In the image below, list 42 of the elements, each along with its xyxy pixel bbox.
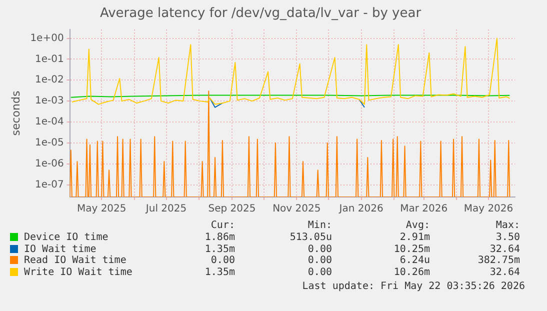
legend-label: Read IO Wait time <box>23 255 128 267</box>
y-tick-label: 1e+00 <box>30 32 64 44</box>
text: Cur: <box>210 220 235 232</box>
y-tick-label: 1e-06 <box>34 158 64 170</box>
y-tick-label: 1e-03 <box>34 96 64 107</box>
text: Avg: <box>404 220 430 232</box>
text: 1.35m <box>204 243 235 256</box>
text: 32.64 <box>488 266 520 278</box>
x-tick-label: May 2025 <box>76 204 126 215</box>
x-tick-label: Mar 2026 <box>400 204 448 215</box>
text: Min: <box>306 220 332 232</box>
legend-label: Device IO time <box>23 232 110 244</box>
legend-label: IO Wait time <box>23 243 98 255</box>
y-tick-label: 1e-02 <box>34 74 64 86</box>
text: 0.00 <box>306 243 332 256</box>
text: 2.91m <box>398 232 430 244</box>
text: 10.25m <box>392 243 430 256</box>
text: 6.24u <box>398 255 430 267</box>
text: Last update: Fri May 22 03:35:26 2026 <box>302 281 525 292</box>
y-tick-label: 1e-07 <box>34 179 64 190</box>
y-tick-label: 1e-05 <box>34 138 64 148</box>
text: 0.00 <box>306 255 332 267</box>
text: 1.35m <box>204 266 235 278</box>
y-tick-label: 1e-01 <box>34 54 64 65</box>
text: 513.05u <box>288 232 332 244</box>
text: 1.86m <box>204 232 235 244</box>
chart-title: Average latency for /dev/vg_data/lv_var - by year <box>100 6 422 22</box>
text: 3.50 <box>494 232 520 244</box>
y-axis-title: seconds <box>9 90 22 136</box>
x-tick-label: Jan 2026 <box>338 204 384 215</box>
text: 0.00 <box>210 255 235 267</box>
text: Max: <box>494 220 520 232</box>
y-tick-label: 1e-04 <box>34 116 64 128</box>
text: 32.64 <box>488 243 520 256</box>
legend-label: Write IO Wait time <box>23 266 134 278</box>
x-tick-label: Jul 2025 <box>144 204 187 215</box>
text: 0.00 <box>306 266 332 278</box>
x-tick-label: Sep 2025 <box>208 204 256 215</box>
x-tick-label: Nov 2025 <box>272 204 321 215</box>
text: 382.75m <box>476 255 520 267</box>
x-tick-label: May 2026 <box>464 204 514 215</box>
text: 10.26m <box>392 266 430 278</box>
